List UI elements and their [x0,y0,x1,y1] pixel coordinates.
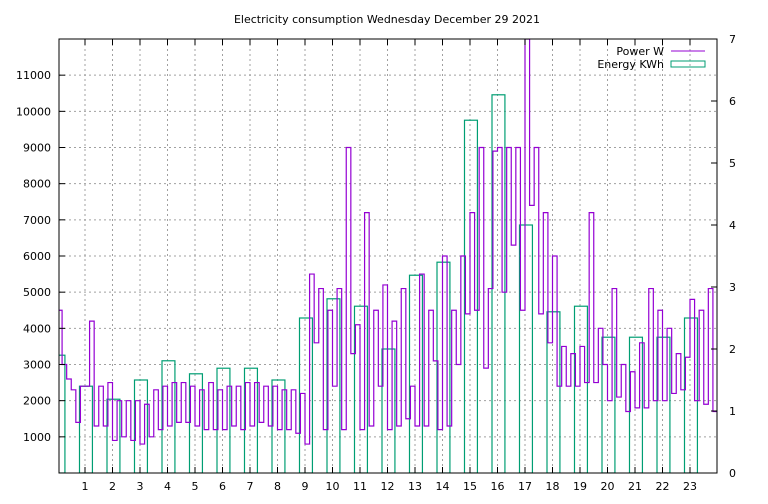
energy-bar [656,336,671,473]
power-series [59,39,717,445]
y-tick-label: 10000 [16,105,51,118]
x-tick-label: 11 [353,480,367,493]
y-tick-label: 2000 [23,395,51,408]
y-tick-label: 9000 [23,142,51,155]
energy-bar [298,317,314,473]
x-tick-label: 18 [546,480,560,493]
y2-tick-label: 4 [729,219,736,232]
energy-bar [326,298,341,473]
x-tick-label: 8 [274,480,281,493]
x-tick-label: 23 [683,480,697,493]
energy-bar [243,367,259,473]
x-tick-label: 10 [326,480,340,493]
x-tick-label: 20 [601,480,615,493]
x-tick-label: 2 [109,480,116,493]
y2-tick-label: 7 [729,33,736,46]
energy-bar [463,119,479,473]
energy-bar [353,305,369,473]
y-tick-label: 4000 [23,322,51,335]
energy-series [59,94,699,473]
energy-bar [546,311,561,473]
energy-bar [408,274,424,473]
x-tick-label: 12 [381,480,395,493]
chart-title: Electricity consumption Wednesday Decemb… [234,13,540,26]
y-tick-label: 5000 [23,286,51,299]
x-tick-label: 15 [463,480,477,493]
energy-bar [216,367,231,473]
y2-tick-label: 0 [729,467,736,480]
x-tick-label: 9 [302,480,309,493]
axes: 1 2 3 4 5 6 7 8 9 10 11 12 13 14 15 16 17 18 19 20 21 22 23100… [16,33,736,493]
energy-bar [436,261,451,473]
x-tick-label: 3 [137,480,144,493]
energy-bar [491,94,506,473]
x-tick-label: 21 [628,480,642,493]
legend-swatch-energy [670,60,706,68]
energy-bar [518,224,534,473]
y-tick-label: 1000 [23,431,51,444]
y-tick-label: 6000 [23,250,51,263]
energy-bar [106,398,121,473]
energy-bar [381,348,396,473]
energy-bar [161,360,176,473]
x-tick-label: 19 [573,480,587,493]
power-line [59,39,717,445]
energy-bar [573,305,589,473]
legend-label-energy: Energy KWh [597,58,664,71]
x-tick-label: 16 [491,480,505,493]
y2-tick-label: 2 [729,343,736,356]
energy-bar [133,379,149,473]
x-tick-label: 1 [82,480,89,493]
y-tick-label: 3000 [23,359,51,372]
energy-bar [601,336,616,473]
energy-bar [188,373,204,473]
y2-tick-label: 1 [729,405,736,418]
x-tick-label: 22 [656,480,670,493]
y-tick-label: 7000 [23,214,51,227]
energy-bar [78,385,94,473]
y2-tick-label: 5 [729,157,736,170]
x-tick-label: 14 [436,480,450,493]
x-tick-label: 6 [219,480,226,493]
energy-bar [59,354,66,473]
y-tick-label: 8000 [23,178,51,191]
x-tick-label: 4 [164,480,171,493]
legend: Power W Energy KWh [597,45,706,71]
y2-tick-label: 6 [729,95,736,108]
y2-tick-label: 3 [729,281,736,294]
energy-bar [628,336,644,473]
y-tick-label: 11000 [16,69,51,82]
energy-bar [683,317,699,473]
x-tick-label: 13 [408,480,422,493]
legend-label-power: Power W [616,45,664,58]
x-tick-label: 17 [518,480,532,493]
energy-bar [271,379,286,473]
x-tick-label: 7 [247,480,254,493]
x-tick-label: 5 [192,480,199,493]
